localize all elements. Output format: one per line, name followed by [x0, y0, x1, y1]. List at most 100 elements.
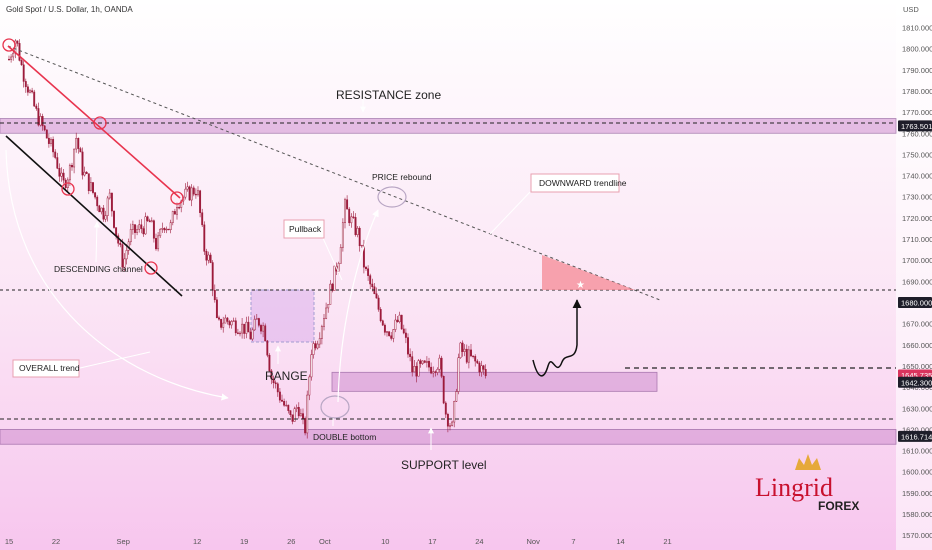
candle-body	[365, 266, 367, 269]
candle-body	[209, 254, 212, 263]
candle-body	[425, 361, 428, 363]
candle-body	[188, 186, 191, 201]
candle-body	[388, 331, 391, 336]
candle-body	[251, 329, 254, 340]
time-tick-label: 12	[193, 537, 201, 546]
candle-body	[415, 366, 418, 377]
price-tag	[898, 297, 932, 308]
candle-body	[367, 268, 370, 276]
price-tick-label: 1580.000	[902, 510, 932, 519]
price-tick-label: 1790.000	[902, 66, 932, 75]
candle-body	[241, 323, 244, 334]
candle-body	[108, 192, 111, 199]
candle-body	[314, 343, 317, 349]
candle-body	[390, 335, 393, 339]
candle-body	[421, 360, 424, 364]
candle-body	[306, 394, 309, 434]
candle-body	[226, 317, 229, 322]
time-tick-label: 14	[616, 537, 624, 546]
candle-body	[451, 421, 454, 426]
candle-body	[463, 348, 466, 352]
target-triangle	[542, 255, 635, 290]
candle-body	[52, 139, 55, 153]
candle-body	[432, 371, 435, 374]
candle-body	[260, 325, 262, 332]
trendline-connector	[489, 191, 531, 235]
downward-trendline	[7, 45, 661, 301]
candle-body	[236, 332, 239, 334]
price-tick-label: 1770.000	[902, 108, 932, 117]
price-tick-label: 1720.000	[902, 214, 932, 223]
candle-body	[96, 196, 99, 207]
price-tick-label: 1710.000	[902, 235, 932, 244]
time-tick-label: 19	[240, 537, 248, 546]
candle-body	[75, 137, 78, 150]
resistance-zone-label: RESISTANCE zone	[336, 88, 441, 102]
time-tick-label: 17	[428, 537, 436, 546]
candle-body	[213, 290, 216, 301]
candle-body	[148, 220, 151, 223]
candle-body	[140, 224, 143, 229]
candle-body	[289, 410, 292, 416]
candle-body	[115, 227, 118, 236]
pullback-label: Pullback	[289, 224, 322, 234]
candle-body	[310, 354, 313, 378]
candle-body	[150, 220, 153, 223]
candle-body	[54, 151, 57, 158]
time-tick-label: Sep	[117, 537, 130, 546]
price-tag-label: 1680.000	[901, 299, 932, 308]
time-tick-label: 21	[663, 537, 671, 546]
price-tick-label: 1620.000	[902, 425, 932, 434]
candle-body	[327, 304, 330, 309]
candle-body	[171, 211, 174, 223]
candle-body	[484, 369, 487, 377]
candle-body	[110, 192, 113, 212]
channel-touch-circle	[144, 261, 158, 275]
candle-body	[68, 164, 71, 181]
candle-body	[283, 401, 286, 406]
candle-body	[453, 401, 456, 423]
candle-body	[337, 263, 340, 272]
pullback-box	[283, 219, 325, 239]
candle-body	[197, 190, 199, 196]
candle-body	[430, 366, 433, 374]
candle-body	[203, 224, 206, 252]
candle-body	[295, 407, 298, 409]
channel-touch-circle	[170, 191, 184, 205]
candle-body	[266, 340, 269, 356]
time-tick-label: 26	[287, 537, 295, 546]
candle-body	[228, 321, 231, 326]
candle-body	[438, 357, 441, 370]
candle-body	[239, 332, 241, 335]
candle-body	[155, 238, 157, 250]
candle-body	[308, 376, 311, 396]
price-axis-panel	[896, 0, 932, 550]
time-tick-label: 24	[475, 537, 483, 546]
price-tag	[898, 120, 932, 132]
downward-trendline-label: DOWNWARD trendline	[539, 178, 627, 188]
candle-body	[304, 418, 307, 434]
candle-body	[77, 137, 80, 149]
downward-trendline-box	[530, 173, 620, 193]
candle-body	[436, 368, 439, 373]
candle-body	[136, 229, 139, 233]
candle-body	[285, 404, 288, 407]
candle-body	[482, 365, 485, 370]
time-tick-label: 10	[381, 537, 389, 546]
candle-body	[98, 205, 101, 213]
price-tick-label: 1660.000	[902, 341, 932, 350]
candle-body	[434, 371, 437, 373]
candle-body	[348, 208, 351, 224]
candle-body	[474, 356, 477, 362]
candle-body	[194, 193, 197, 196]
candle-body	[323, 318, 325, 327]
candle-body	[411, 356, 414, 373]
candle-body	[106, 197, 109, 216]
candle-body	[81, 151, 84, 176]
candle-body	[480, 365, 483, 373]
rebound-arrow	[337, 209, 379, 403]
candle-body	[478, 362, 481, 373]
candle-body	[167, 228, 170, 231]
